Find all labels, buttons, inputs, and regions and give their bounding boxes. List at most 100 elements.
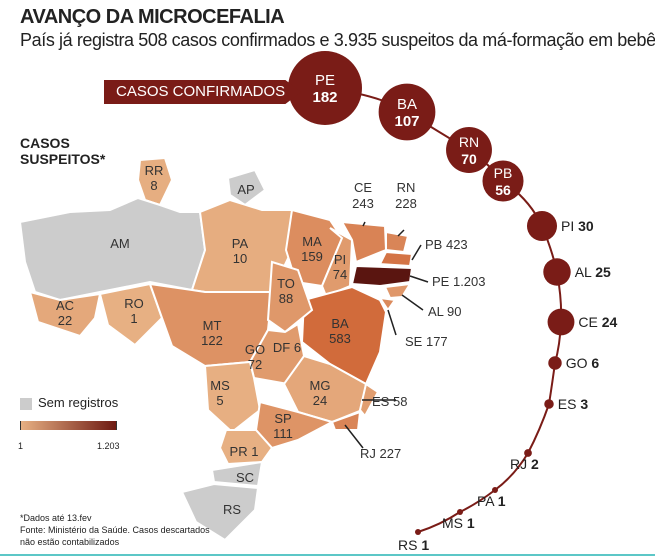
confirmed-cases-label: CASOS CONFIRMADOS — [104, 80, 302, 104]
state-label: PR 1 — [230, 444, 259, 459]
state-code: AL — [428, 304, 447, 319]
state-code: GO — [245, 342, 265, 357]
state-label: AM — [110, 236, 130, 251]
state-code: SE — [405, 334, 426, 349]
bottom-rule — [0, 554, 655, 556]
state-label: SE 177 — [405, 334, 448, 349]
state-value: 72 — [248, 357, 262, 372]
footnote: *Dados até 13.fev Fonte: Ministério da Sa… — [20, 512, 220, 548]
state-value: 243 — [352, 196, 374, 211]
subtitle: País já registra 508 casos confirmados e… — [20, 30, 655, 50]
state-label: DF 6 — [273, 340, 301, 355]
state-code: RO — [124, 296, 144, 311]
bubble-label: PA 1 — [477, 493, 506, 509]
state-value: 74 — [333, 267, 347, 282]
state-value: 5 — [216, 393, 223, 408]
state-rj — [330, 410, 362, 431]
bubble-label: CE 24 — [578, 314, 617, 330]
leader-line — [409, 275, 429, 283]
state-value: 122 — [201, 333, 223, 348]
bubble-value: 182 — [312, 89, 337, 106]
state-value: 24 — [313, 393, 327, 408]
state-code: MS — [210, 378, 230, 393]
bubble-state: PI — [561, 218, 578, 234]
state-label: AP — [237, 182, 254, 197]
bubble-value: 2 — [531, 456, 539, 472]
bubble-state: MS — [442, 515, 467, 531]
footnote-source: Fonte: Ministério da Saúde. Casos descar… — [20, 525, 210, 547]
bubble-pb — [482, 160, 524, 202]
state-value: 22 — [58, 313, 72, 328]
state-se — [377, 296, 397, 312]
bubble-label: PI 30 — [561, 218, 594, 234]
bubble-value: 24 — [602, 314, 618, 330]
bubble-state: RN — [459, 134, 479, 150]
state-value: 227 — [380, 446, 402, 461]
state-code: PA — [232, 236, 249, 251]
state-ro — [98, 282, 164, 347]
state-value: 1.203 — [453, 274, 486, 289]
bubble-state: BA — [397, 96, 417, 113]
state-value: 10 — [233, 251, 247, 266]
bubble-label: MS 1 — [442, 515, 475, 531]
leader-line — [401, 294, 424, 311]
suspected-cases-label: CASOS SUSPEITOS* — [20, 135, 106, 167]
bubble-ba — [378, 83, 436, 141]
state-ms — [203, 360, 262, 434]
bubble-al — [543, 258, 571, 286]
bubble-state: CE — [578, 314, 601, 330]
state-ac — [28, 290, 102, 338]
state-label: RS — [223, 502, 241, 517]
no-records-label: Sem registros — [38, 395, 119, 410]
state-value: 90 — [447, 304, 461, 319]
bubble-ms — [457, 509, 463, 515]
no-records-swatch — [20, 398, 32, 410]
state-code: RJ — [360, 446, 380, 461]
scale-min: 1 — [18, 441, 24, 451]
state-pb — [378, 250, 414, 268]
state-rn — [385, 230, 410, 254]
state-value: 111 — [273, 426, 293, 441]
bubble-value: 70 — [461, 151, 477, 167]
state-value: 177 — [426, 334, 448, 349]
state-label: SC — [236, 470, 254, 485]
bubble-value: 1 — [498, 493, 506, 509]
state-value: 58 — [393, 394, 407, 409]
bubble-value: 1 — [421, 537, 429, 553]
state-value: 228 — [395, 196, 417, 211]
state-code: MA — [302, 234, 322, 249]
state-ba — [300, 285, 388, 386]
state-al — [383, 282, 412, 300]
title: AVANÇO DA MICROCEFALIA — [20, 6, 285, 28]
bubble-state: GO — [566, 355, 592, 371]
bubble-value: 3 — [580, 396, 588, 412]
state-code: BA — [331, 316, 349, 331]
bubble-state: PA — [477, 493, 498, 509]
bubble-state: PE — [315, 72, 335, 89]
state-label: PE 1.203 — [432, 274, 486, 289]
footnote-note: *Dados até 13.fev — [20, 513, 92, 523]
bubble-state: AL — [575, 264, 596, 280]
bubble-ce — [547, 308, 575, 336]
bubble-value: 1 — [467, 515, 475, 531]
state-code: AC — [56, 298, 74, 313]
bubble-rs — [415, 529, 421, 535]
bubble-label: RJ 2 — [510, 456, 539, 472]
state-code: MG — [310, 378, 331, 393]
bubble-value: 56 — [495, 182, 511, 198]
state-pe — [350, 264, 414, 288]
bubble-value: 25 — [595, 264, 611, 280]
state-go — [248, 322, 306, 386]
state-code: PI — [334, 252, 346, 267]
state-value: 8 — [150, 178, 157, 193]
state-value: 1 — [130, 311, 137, 326]
bubble-es — [544, 399, 554, 409]
state-sc — [210, 460, 264, 488]
scale-max: 1.203 — [97, 441, 120, 451]
state-value: 583 — [329, 331, 351, 346]
state-code: PE — [432, 274, 453, 289]
bubble-value: 6 — [591, 355, 599, 371]
bubble-label: GO 6 — [566, 355, 600, 371]
